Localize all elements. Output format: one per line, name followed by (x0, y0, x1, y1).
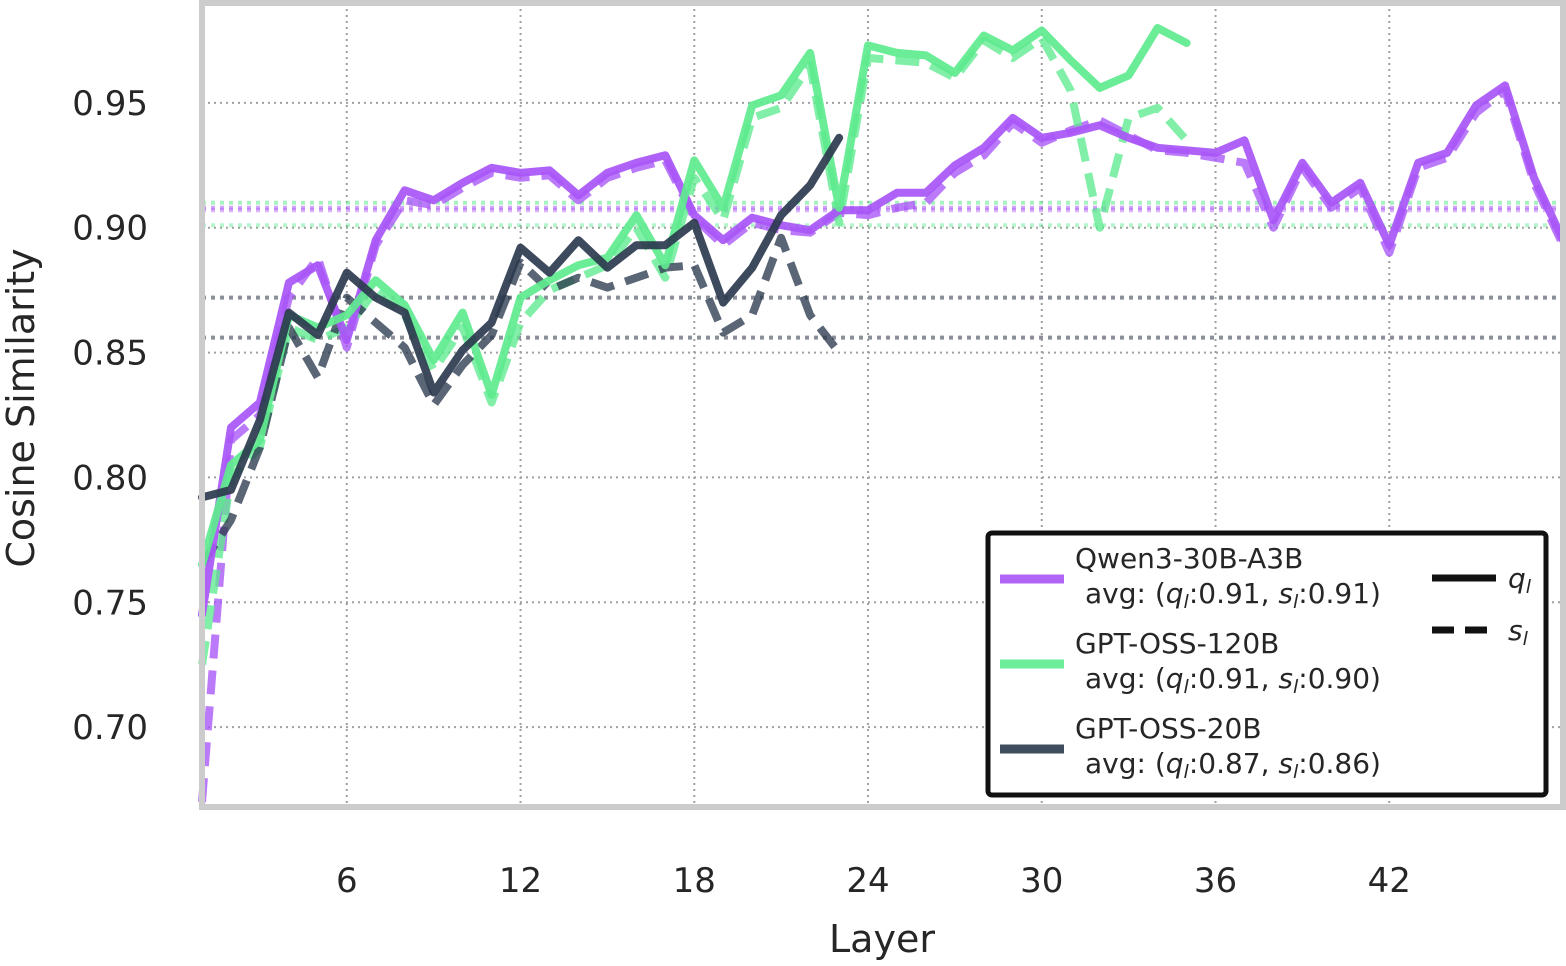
legend-text-part: q (1166, 747, 1184, 780)
x-axis-label: Layer (829, 917, 935, 961)
y-tick-label: 0.95 (72, 84, 148, 124)
legend-style-label: ql (1508, 562, 1532, 598)
y-tick-label: 0.85 (72, 334, 148, 374)
legend-series-avg: avg: (ql:0.87, sl:0.86) (1085, 747, 1381, 783)
legend-text-part: avg: ( (1085, 662, 1166, 695)
legend-text-part: q (1166, 577, 1184, 610)
legend-text-part: l (1523, 628, 1529, 650)
tick-labels: 6 12 18 24 30 36 42 0.70 0.75 0.80 0.85 0.90 0.95 (72, 84, 1411, 901)
legend-text-part: s (1278, 747, 1293, 780)
y-tick-label: 0.80 (72, 458, 148, 498)
y-axis-label: Cosine Similarity (0, 248, 43, 567)
legend-text-part: q (1166, 662, 1184, 695)
legend-text-part: avg: ( (1085, 577, 1166, 610)
legend-series-name: Qwen3-30B-A3B (1075, 542, 1303, 575)
legend-text-part: l (1293, 761, 1299, 783)
legend-text-part: :0.90) (1298, 662, 1381, 695)
series-line-s (198, 233, 843, 567)
legend-box (985, 530, 1549, 798)
series-line-q (198, 81, 1566, 619)
legend-style-label: sl (1508, 614, 1529, 650)
legend-text-part: l (1184, 676, 1190, 698)
legend-text-part: s (1508, 614, 1523, 647)
legend-text-part: :0.91, (1189, 662, 1279, 695)
y-tick-label: 0.90 (72, 209, 148, 249)
x-tick-label: 18 (673, 861, 716, 901)
x-tick-label: 36 (1194, 861, 1237, 901)
legend-series-name: GPT-OSS-120B (1075, 627, 1279, 660)
x-tick-label: 24 (846, 861, 889, 901)
series-lines (198, 24, 1566, 803)
legend-text-part: s (1278, 577, 1293, 610)
series-line-s (198, 86, 1566, 803)
legend-text-part: l (1293, 591, 1299, 613)
legend-text-part: :0.86) (1298, 747, 1381, 780)
x-tick-label: 6 (336, 861, 358, 901)
y-tick-label: 0.75 (72, 583, 148, 623)
legend-text-part: l (1184, 761, 1190, 783)
y-tick-label: 0.70 (72, 708, 148, 748)
legend-text-part: :0.87, (1189, 747, 1279, 780)
series-line-q (198, 133, 844, 502)
x-tick-label: 30 (1020, 861, 1063, 901)
legend-text-part: l (1293, 676, 1299, 698)
legend-text-part: l (1184, 591, 1190, 613)
series-line-s (198, 34, 1190, 666)
legend-series-avg: avg: (ql:0.91, sl:0.90) (1085, 662, 1381, 698)
legend-text-part: :0.91, (1189, 577, 1279, 610)
legend-series-name: GPT-OSS-20B (1075, 712, 1262, 745)
x-tick-label: 42 (1368, 861, 1411, 901)
x-tick-label: 12 (499, 861, 542, 901)
legend-series-avg: avg: (ql:0.91, sl:0.91) (1085, 577, 1381, 613)
legend-text-part: q (1508, 562, 1526, 595)
legend-text-part: avg: ( (1085, 747, 1166, 780)
legend-text-part: l (1526, 576, 1532, 598)
legend-text-part: :0.91) (1298, 577, 1381, 610)
legend-text-part: s (1278, 662, 1293, 695)
plot-frame (199, 0, 1566, 810)
